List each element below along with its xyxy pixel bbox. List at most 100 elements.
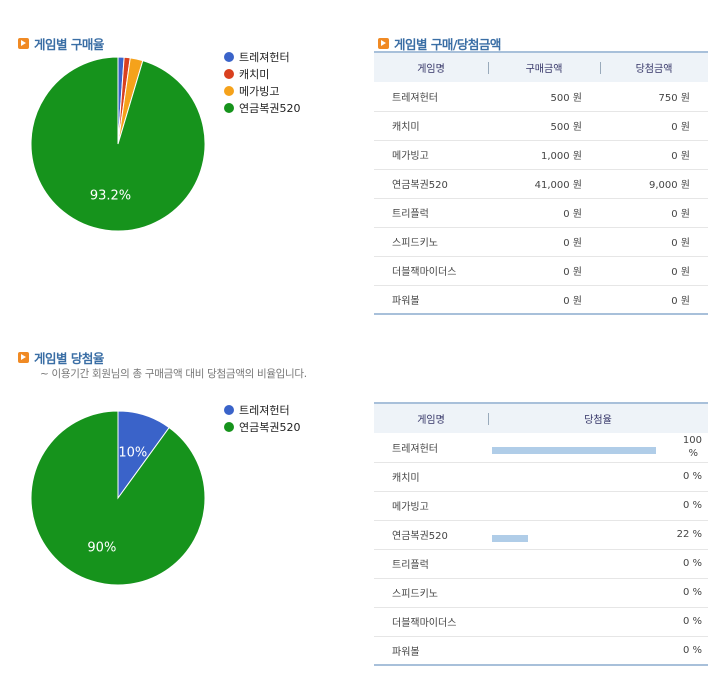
column-header-purchase-amount: 구매금액 bbox=[488, 51, 600, 82]
table-row: 파워볼 0 % bbox=[374, 636, 708, 666]
win-rate-cell: 0 % bbox=[488, 607, 708, 637]
win-rate-legend: 트레져헌터 연금복권520 bbox=[224, 401, 300, 435]
purchase-amount-cell: 500 원 bbox=[488, 82, 600, 112]
legend-color-dot-icon bbox=[224, 85, 234, 96]
pie-slice bbox=[30, 410, 206, 586]
purchase-amount-cell: 0 원 bbox=[488, 198, 600, 228]
legend-label: 연금복권520 bbox=[239, 101, 301, 115]
legend-label: 트레져헌터 bbox=[239, 50, 290, 64]
table-row: 캐치미 0 % bbox=[374, 462, 708, 492]
legend-label: 트레져헌터 bbox=[239, 403, 290, 417]
orange-arrow-bullet-icon bbox=[18, 352, 29, 363]
game-name-cell: 메가빙고 bbox=[374, 140, 488, 170]
game-name-cell: 파워볼 bbox=[374, 636, 488, 666]
game-name-cell: 트리플럭 bbox=[374, 549, 488, 579]
game-name-cell: 스피드키노 bbox=[374, 227, 488, 257]
pie-slice-label: 90% bbox=[87, 541, 116, 556]
purchase-rate-pie-chart: 93.2% bbox=[30, 56, 206, 232]
winning-amount-cell: 0 원 bbox=[600, 256, 708, 286]
win-rate-value: 0 % bbox=[682, 557, 702, 569]
legend-item: 메가빙고 bbox=[224, 82, 300, 99]
legend-color-dot-icon bbox=[224, 404, 234, 415]
winning-amount-cell: 0 원 bbox=[600, 285, 708, 315]
column-header-winning-amount: 당첨금액 bbox=[600, 51, 708, 82]
win-rate-cell: 0 % bbox=[488, 578, 708, 608]
game-name-cell: 트리플럭 bbox=[374, 198, 488, 228]
purchase-amount-cell: 0 원 bbox=[488, 256, 600, 286]
win-rate-bar bbox=[492, 534, 529, 542]
game-name-cell: 더블잭마이더스 bbox=[374, 607, 488, 637]
table-row: 스피드키노 0 % bbox=[374, 578, 708, 608]
legend-item: 트레져헌터 bbox=[224, 401, 300, 418]
table-row: 트레져헌터 500 원 750 원 bbox=[374, 82, 708, 112]
win-rate-value: 0 % bbox=[682, 615, 702, 627]
win-rate-cell: 0 % bbox=[488, 636, 708, 666]
game-name-cell: 스피드키노 bbox=[374, 578, 488, 608]
winning-amount-cell: 0 원 bbox=[600, 140, 708, 170]
win-rate-title: 게임별 당첨율 bbox=[18, 348, 104, 367]
win-rate-cell: 0 % bbox=[488, 462, 708, 492]
winning-amount-cell: 9,000 원 bbox=[600, 169, 708, 199]
win-rate-cell: 0 % bbox=[488, 549, 708, 579]
legend-item: 캐치미 bbox=[224, 65, 300, 82]
game-name-cell: 메가빙고 bbox=[374, 491, 488, 521]
win-rate-cell: 0 % bbox=[488, 491, 708, 521]
winning-amount-cell: 750 원 bbox=[600, 82, 708, 112]
legend-label: 메가빙고 bbox=[239, 84, 280, 98]
win-rate-pie-chart: 10% 90% bbox=[30, 410, 206, 586]
game-name-cell: 트레져헌터 bbox=[374, 433, 488, 463]
win-rate-cell: 100% bbox=[488, 433, 708, 463]
legend-item: 연금복권520 bbox=[224, 99, 300, 116]
purchase-amount-cell: 41,000 원 bbox=[488, 169, 600, 199]
table-row: 연금복권520 22 % bbox=[374, 520, 708, 550]
game-name-cell: 더블잭마이더스 bbox=[374, 256, 488, 286]
win-rate-value: 0 % bbox=[682, 470, 702, 482]
game-name-cell: 파워볼 bbox=[374, 285, 488, 315]
legend-color-dot-icon bbox=[224, 51, 234, 62]
purchase-winning-amount-title: 게임별 구매/당첨금액 bbox=[378, 34, 501, 53]
winning-amount-cell: 0 원 bbox=[600, 198, 708, 228]
winning-amount-cell: 0 원 bbox=[600, 227, 708, 257]
win-rate-value: 22 % bbox=[676, 528, 702, 540]
win-rate-value: 0 % bbox=[682, 499, 702, 511]
legend-item: 트레져헌터 bbox=[224, 48, 300, 65]
purchase-amount-cell: 500 원 bbox=[488, 111, 600, 141]
legend-color-dot-icon bbox=[224, 102, 234, 113]
table-row: 연금복권520 41,000 원 9,000 원 bbox=[374, 169, 708, 199]
win-rate-cell: 22 % bbox=[488, 520, 708, 550]
purchase-rate-title: 게임별 구매율 bbox=[18, 34, 104, 53]
winning-amount-cell: 0 원 bbox=[600, 111, 708, 141]
legend-label: 캐치미 bbox=[239, 67, 270, 81]
pie-slice-label: 10% bbox=[118, 445, 147, 460]
column-header-game-name: 게임명 bbox=[374, 402, 488, 433]
table-row: 메가빙고 0 % bbox=[374, 491, 708, 521]
table-row: 트레져헌터 100% bbox=[374, 433, 708, 463]
purchase-amount-cell: 1,000 원 bbox=[488, 140, 600, 170]
orange-arrow-bullet-icon bbox=[18, 38, 29, 49]
win-rate-unit: % bbox=[688, 448, 698, 459]
game-name-cell: 연금복권520 bbox=[374, 169, 488, 199]
win-rate-note: ~ 이용기간 회원님의 총 구매금액 대비 당첨금액의 비율입니다. bbox=[40, 368, 307, 380]
win-rate-value: 0 % bbox=[682, 586, 702, 598]
pie-slice bbox=[30, 56, 206, 232]
legend-color-dot-icon bbox=[224, 421, 234, 432]
table-row: 트리플럭 0 % bbox=[374, 549, 708, 579]
column-header-game-name: 게임명 bbox=[374, 51, 488, 82]
win-rate-value: 100 bbox=[682, 435, 702, 446]
game-name-cell: 캐치미 bbox=[374, 111, 488, 141]
orange-arrow-bullet-icon bbox=[378, 38, 389, 49]
win-rate-bar bbox=[492, 447, 656, 454]
purchase-amount-cell: 0 원 bbox=[488, 285, 600, 315]
win-rate-table: 게임명 당첨율 트레져헌터 100% 캐치미 0 % 메가빙고 0 % 연금복권520 22 … bbox=[374, 402, 708, 666]
game-name-cell: 연금복권520 bbox=[374, 520, 488, 550]
game-name-cell: 캐치미 bbox=[374, 462, 488, 492]
legend-color-dot-icon bbox=[224, 68, 234, 79]
